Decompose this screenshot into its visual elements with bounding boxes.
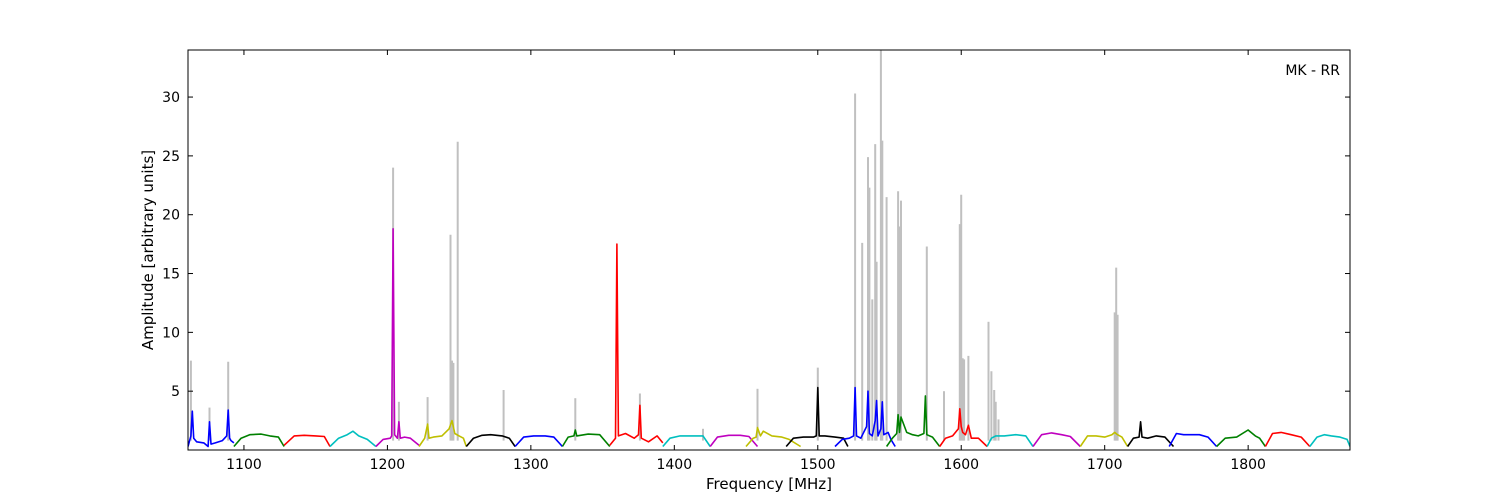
series-line-green-8 <box>561 429 611 448</box>
y-axis-label: Amplitude [arbitrary units] <box>139 150 157 350</box>
series-line-blue-21 <box>1168 432 1218 448</box>
x-tick-label: 1100 <box>226 457 262 473</box>
y-tick-label: 5 <box>171 384 180 400</box>
series-line-cyan-3 <box>329 430 377 448</box>
series-line-red-16 <box>939 407 988 448</box>
x-tick-label: 1300 <box>513 457 549 473</box>
series-line-yellow-5 <box>418 419 468 447</box>
series-line-black-13 <box>785 386 849 448</box>
series-line-blue-7 <box>514 435 563 448</box>
x-tick-label: 1600 <box>943 457 979 473</box>
series-line-green-15 <box>885 395 941 447</box>
series-line-red-9 <box>609 243 664 446</box>
y-tick-label: 10 <box>162 325 180 341</box>
x-axis-label: Frequency [MHz] <box>706 475 832 493</box>
y-tick-label: 15 <box>162 267 180 283</box>
series-line-green-1 <box>233 433 285 448</box>
series-line-blue-0 <box>188 409 235 448</box>
series-line-red-2 <box>283 434 331 447</box>
series-line-green-22 <box>1216 429 1267 448</box>
series-line-black-6 <box>465 433 516 448</box>
y-tick-label: 30 <box>162 90 180 106</box>
series-line-magenta-4 <box>375 228 420 448</box>
series-line-red-23 <box>1264 431 1311 448</box>
series-line-blue-14 <box>834 386 896 448</box>
x-tick-label: 1500 <box>800 457 836 473</box>
series-line-yellow-19 <box>1079 431 1129 447</box>
x-tick-label: 1200 <box>370 457 406 473</box>
series-line-yellow-12 <box>745 426 802 448</box>
series-line-cyan-24 <box>1309 433 1350 447</box>
series-line-cyan-10 <box>662 435 711 448</box>
x-tick-label: 1800 <box>1230 457 1266 473</box>
x-tick-label: 1400 <box>656 457 692 473</box>
y-tick-label: 20 <box>162 208 180 224</box>
series-line-cyan-17 <box>986 433 1034 447</box>
y-tick-label: 25 <box>162 149 180 165</box>
chart-annotation: MK - RR <box>1285 63 1340 79</box>
series-line-magenta-18 <box>1032 432 1081 448</box>
x-tick-label: 1700 <box>1087 457 1123 473</box>
series-line-black-20 <box>1126 420 1175 448</box>
plot-frame <box>187 49 1351 451</box>
series-line-magenta-11 <box>709 434 759 448</box>
